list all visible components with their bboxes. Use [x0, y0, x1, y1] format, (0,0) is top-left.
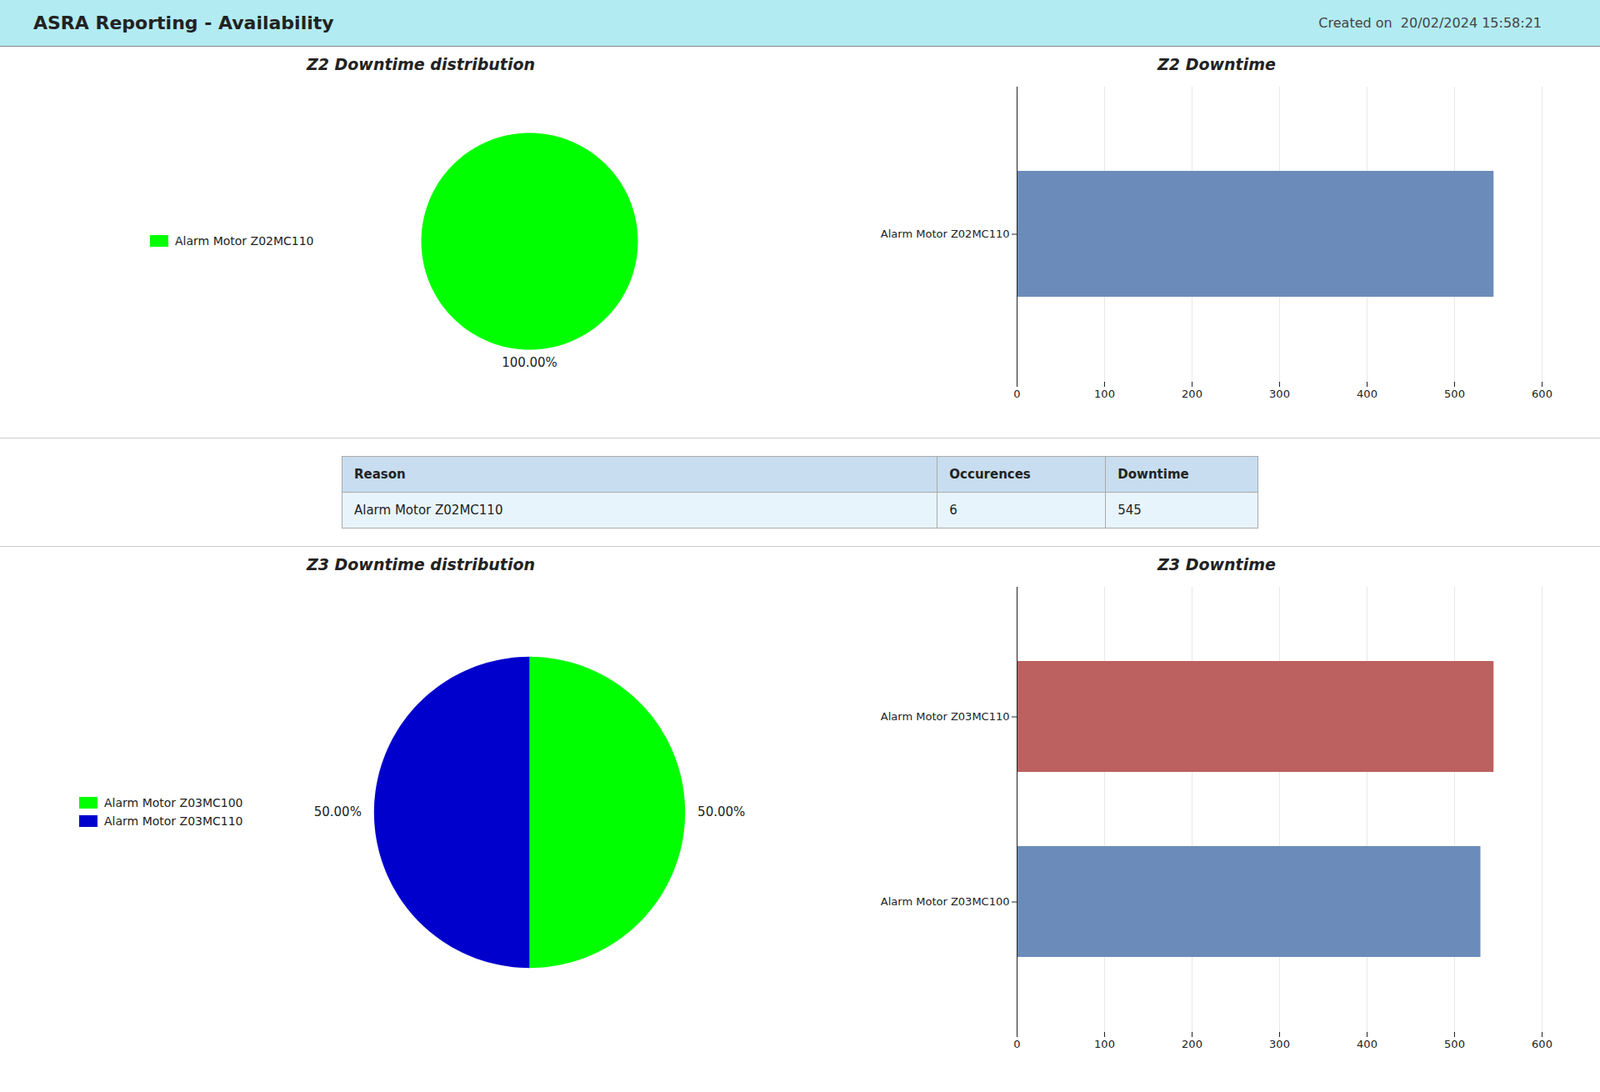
- svg-text:0: 0: [1013, 1037, 1020, 1050]
- svg-text:200: 200: [1181, 1037, 1203, 1050]
- svg-text:Alarm Motor Z03MC100: Alarm Motor Z03MC100: [880, 895, 1010, 908]
- svg-text:600: 600: [1531, 1037, 1553, 1050]
- svg-text:Alarm Motor Z03MC110: Alarm Motor Z03MC110: [880, 710, 1010, 723]
- svg-text:0: 0: [1013, 387, 1020, 400]
- svg-text:200: 200: [1181, 387, 1203, 400]
- svg-text:Alarm Motor Z02MC110: Alarm Motor Z02MC110: [880, 227, 1010, 240]
- html-text:Alarm Motor Z02MC110: Alarm Motor Z02MC110: [354, 502, 503, 518]
- html-text:545: 545: [1117, 502, 1142, 518]
- svg-text:100.00%: 100.00%: [501, 355, 558, 370]
- svg-text:100: 100: [1094, 387, 1115, 400]
- html-text:Alarm Motor Z02MC110: Alarm Motor Z02MC110: [175, 234, 314, 248]
- svg-text:50.00%: 50.00%: [697, 804, 745, 820]
- svg-text:300: 300: [1269, 1037, 1290, 1050]
- svg-text:600: 600: [1531, 387, 1553, 400]
- svg-text:100: 100: [1094, 1037, 1115, 1050]
- html-text:Z2 Downtime: Z2 Downtime: [1157, 55, 1276, 74]
- svg-text:500: 500: [1444, 387, 1465, 400]
- svg-text:300: 300: [1269, 387, 1290, 400]
- html-text:Downtime: Downtime: [1117, 466, 1189, 482]
- html-text:Z3 Downtime: Z3 Downtime: [1157, 555, 1276, 574]
- html-text:Z3 Downtime distribution: Z3 Downtime distribution: [306, 555, 535, 574]
- html-text:6: 6: [949, 502, 958, 518]
- html-text:Created on 20/02/2024 15:58:21: Created on 20/02/2024 15:58:21: [1318, 15, 1542, 31]
- html-text:Reason: Reason: [354, 466, 406, 482]
- html-text:Alarm Motor Z03MC110: Alarm Motor Z03MC110: [104, 814, 243, 828]
- svg-text:400: 400: [1356, 387, 1378, 400]
- html-text:ASRA Reporting - Availability: ASRA Reporting - Availability: [33, 12, 334, 34]
- svg-text:400: 400: [1356, 1037, 1378, 1050]
- html-text:Occurences: Occurences: [949, 466, 1031, 482]
- html-text:Z2 Downtime distribution: Z2 Downtime distribution: [306, 55, 535, 74]
- html-text:Alarm Motor Z03MC100: Alarm Motor Z03MC100: [104, 795, 243, 810]
- svg-text:500: 500: [1444, 1037, 1465, 1050]
- svg-text:50.00%: 50.00%: [314, 804, 362, 820]
